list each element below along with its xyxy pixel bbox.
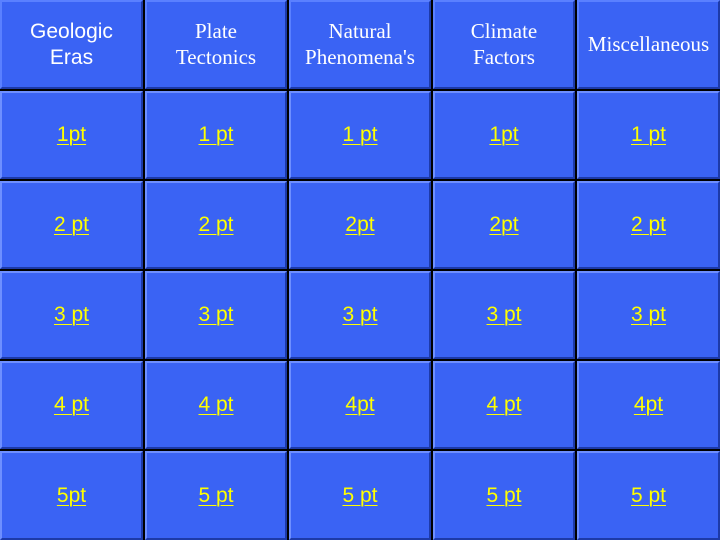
point-tile[interactable]: 4 pt <box>433 361 575 449</box>
point-link[interactable]: 2 pt <box>630 213 667 236</box>
point-link[interactable]: 4 pt <box>198 393 234 416</box>
point-tile[interactable]: 2 pt <box>577 181 720 269</box>
point-link[interactable]: 3 pt <box>342 303 378 326</box>
point-link[interactable]: 2pt <box>345 213 375 236</box>
point-tile[interactable]: 3 pt <box>433 271 575 359</box>
point-tile[interactable]: 2pt <box>289 181 431 269</box>
point-link[interactable]: 4pt <box>345 393 375 416</box>
point-link[interactable]: 5 pt <box>486 483 522 507</box>
point-link[interactable]: 4 pt <box>486 393 522 416</box>
point-tile[interactable]: 3 pt <box>577 271 720 359</box>
point-tile[interactable]: 4pt <box>577 361 720 449</box>
point-link[interactable]: 5 pt <box>342 483 378 507</box>
point-tile[interactable]: 5 pt <box>433 451 575 540</box>
point-tile[interactable]: 5 pt <box>289 451 431 540</box>
category-header-4: Climate Factors <box>433 0 575 89</box>
point-link[interactable]: 3 pt <box>630 303 667 326</box>
point-link[interactable]: 3 pt <box>53 303 90 326</box>
point-tile[interactable]: 1 pt <box>577 91 720 179</box>
point-tile[interactable]: 5 pt <box>145 451 287 540</box>
point-tile[interactable]: 3 pt <box>0 271 143 359</box>
point-tile[interactable]: 1 pt <box>145 91 287 179</box>
point-link[interactable]: 1 pt <box>630 123 667 146</box>
point-tile[interactable]: 1pt <box>0 91 143 179</box>
point-tile[interactable]: 3 pt <box>289 271 431 359</box>
point-link[interactable]: 5pt <box>56 483 87 507</box>
point-tile[interactable]: 4pt <box>289 361 431 449</box>
point-link[interactable]: 3 pt <box>198 303 234 326</box>
point-tile[interactable]: 1 pt <box>289 91 431 179</box>
point-tile[interactable]: 5pt <box>0 451 143 540</box>
point-tile[interactable]: 3 pt <box>145 271 287 359</box>
point-link[interactable]: 1pt <box>56 123 87 146</box>
category-label: Miscellaneous <box>587 31 710 56</box>
point-link[interactable]: 1pt <box>489 123 519 146</box>
point-link[interactable]: 2 pt <box>198 213 234 236</box>
category-header-2: Plate Tectonics <box>145 0 287 89</box>
point-tile[interactable]: 2 pt <box>0 181 143 269</box>
point-tile[interactable]: 4 pt <box>0 361 143 449</box>
point-tile[interactable]: 2 pt <box>145 181 287 269</box>
point-link[interactable]: 5 pt <box>630 483 667 507</box>
point-link[interactable]: 4 pt <box>53 393 90 416</box>
category-label: Plate Tectonics <box>175 19 257 69</box>
category-label: Climate Factors <box>470 19 538 69</box>
point-tile[interactable]: 1pt <box>433 91 575 179</box>
point-link[interactable]: 5 pt <box>198 483 234 507</box>
category-header-1: Geologic Eras <box>0 0 143 89</box>
point-link[interactable]: 3 pt <box>486 303 522 326</box>
point-link[interactable]: 2 pt <box>53 213 90 236</box>
point-link[interactable]: 1 pt <box>342 123 378 146</box>
point-tile[interactable]: 5 pt <box>577 451 720 540</box>
point-link[interactable]: 1 pt <box>198 123 234 146</box>
point-link[interactable]: 4pt <box>633 393 664 416</box>
point-link[interactable]: 2pt <box>489 213 519 236</box>
point-tile[interactable]: 2pt <box>433 181 575 269</box>
category-header-3: Natural Phenomena's <box>289 0 431 89</box>
point-tile[interactable]: 4 pt <box>145 361 287 449</box>
category-label: Natural Phenomena's <box>305 19 415 69</box>
category-header-5: Miscellaneous <box>577 0 720 89</box>
category-label: Geologic Eras <box>30 20 113 69</box>
